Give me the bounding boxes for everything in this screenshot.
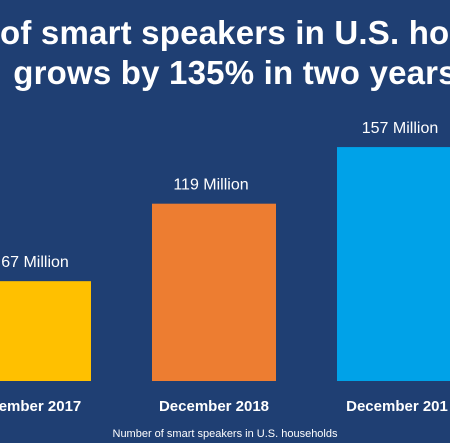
x-tick-label-1: ember 2017 xyxy=(0,398,81,415)
bar-2 xyxy=(152,203,276,381)
chart-title-line-1: of smart speakers in U.S. hou xyxy=(0,14,450,51)
value-label-3: 157 Million xyxy=(362,120,438,137)
chart-caption: Number of smart speakers in U.S. househo… xyxy=(112,428,338,440)
bar-1 xyxy=(0,281,91,381)
value-label-1: 67 Million xyxy=(1,254,69,271)
x-tick-label-2: December 2018 xyxy=(159,398,269,415)
x-tick-label-3: December 201 xyxy=(346,398,448,415)
bar-3 xyxy=(337,147,450,381)
chart-title-line-2: grows by 135% in two years xyxy=(13,54,450,91)
value-label-2: 119 Million xyxy=(173,177,248,194)
